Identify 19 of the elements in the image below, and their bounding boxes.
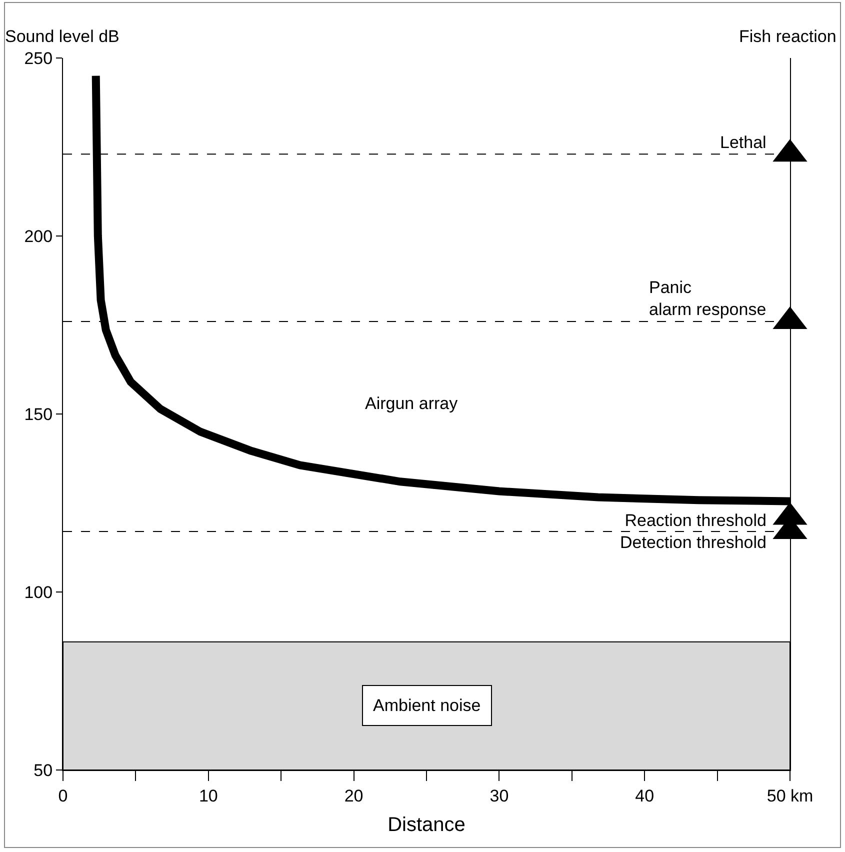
y-tick-label: 250 [24, 48, 53, 68]
x-tick-label: 10 [198, 786, 218, 806]
ref-line-label: Panic alarm response [649, 278, 766, 320]
y-axis-title: Sound level dB [5, 27, 120, 46]
y-tick-label: 100 [24, 582, 53, 602]
y-tick-label: 200 [24, 226, 53, 246]
x-tick-label: 0 [58, 786, 68, 806]
x-tick-label: 40 [635, 786, 654, 806]
x-tick-label: 20 [344, 786, 364, 806]
x-tick-label: 30 [490, 786, 509, 806]
y-tick-label: 150 [24, 404, 53, 424]
x-axis-title: Distance [388, 814, 466, 836]
annotation: Airgun array [365, 394, 458, 413]
y-tick-label: 50 [34, 760, 53, 780]
ref-line-label: Lethal [720, 133, 766, 152]
band-label: Ambient noise [373, 696, 481, 715]
ref-line-label: Reaction threshold Detection threshold [620, 511, 766, 552]
x-tick-label: 50 km [766, 786, 814, 806]
y2-axis-title: Fish reaction [739, 27, 836, 46]
